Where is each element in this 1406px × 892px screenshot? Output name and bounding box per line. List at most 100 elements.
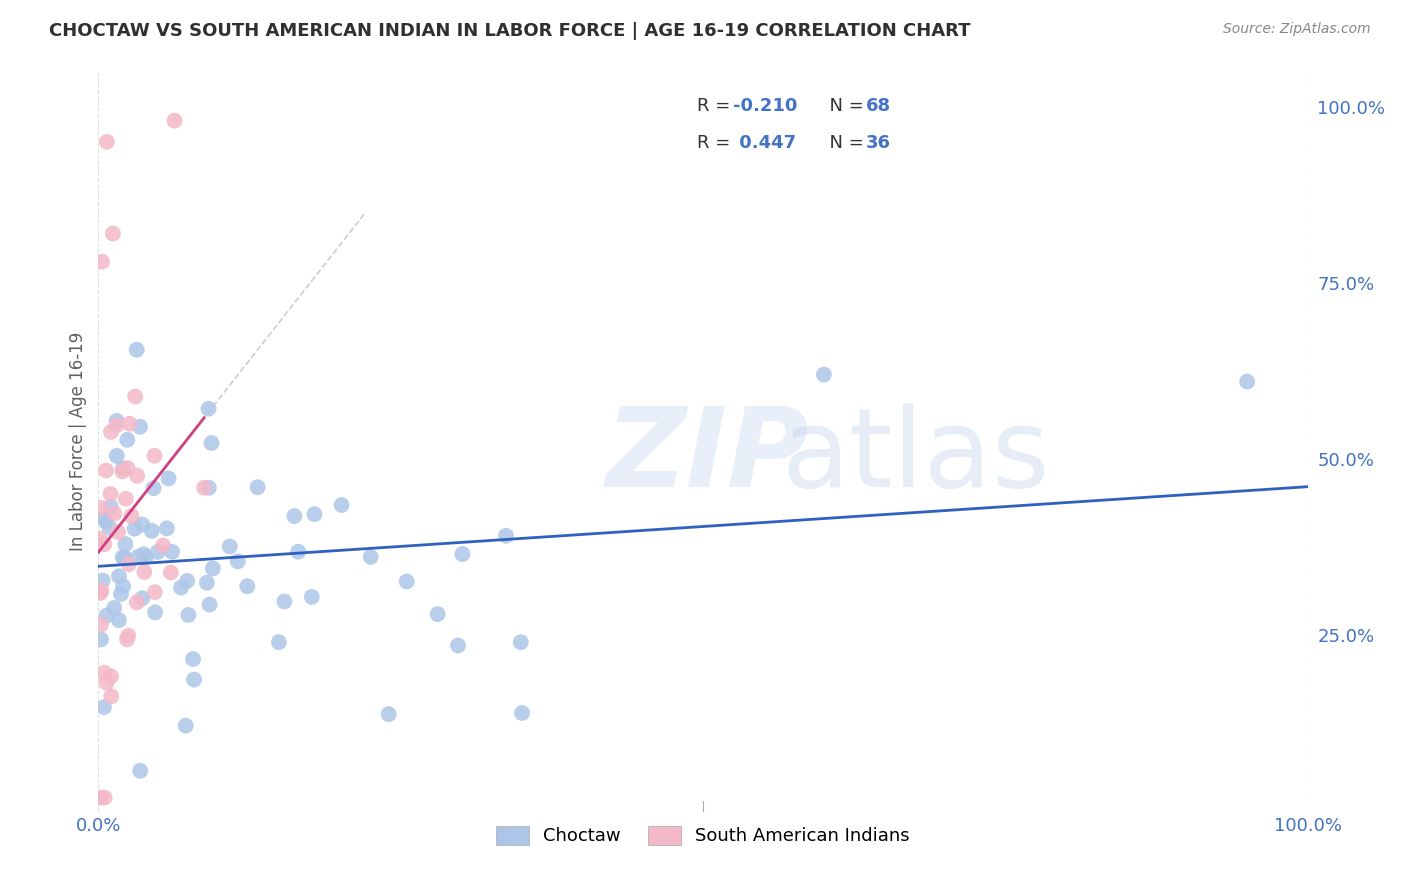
Point (127, 549, 149, 564)
Point (813, 368, 835, 382)
Point (218, 540, 240, 554)
Point (157, 471, 180, 485)
Point (103, 601, 125, 615)
Point (146, 545, 169, 559)
Point (183, 673, 205, 687)
Point (330, 498, 353, 512)
Point (201, 561, 224, 575)
Text: R =: R = (697, 97, 735, 115)
Point (111, 550, 134, 565)
Text: -0.210: -0.210 (734, 97, 797, 115)
Point (94, 464, 117, 478)
Point (112, 579, 135, 593)
Point (105, 449, 128, 463)
Point (125, 595, 148, 609)
Point (135, 550, 157, 565)
Point (510, 706, 533, 720)
Point (89, 532, 111, 546)
Point (129, 419, 152, 434)
Point (117, 433, 139, 447)
Point (100, 487, 122, 501)
Point (90, 632, 112, 647)
Point (115, 632, 138, 647)
Point (91, 254, 114, 268)
Point (96, 675, 118, 690)
Text: atlas: atlas (782, 403, 1050, 510)
Point (198, 481, 221, 495)
Point (273, 594, 295, 608)
Point (246, 480, 269, 494)
Point (163, 113, 186, 128)
Point (110, 587, 132, 601)
Point (89, 586, 111, 600)
Point (118, 558, 141, 572)
Point (111, 461, 134, 475)
Point (89, 500, 111, 515)
Point (134, 565, 156, 579)
Text: Source: ZipAtlas.com: Source: ZipAtlas.com (1223, 22, 1371, 37)
Point (156, 521, 179, 535)
Point (124, 390, 146, 404)
Text: N =: N = (818, 97, 869, 115)
Point (177, 607, 200, 622)
Point (142, 481, 165, 495)
Point (226, 554, 249, 568)
Point (426, 607, 449, 621)
Point (101, 227, 124, 241)
Point (304, 507, 326, 521)
Point (98, 521, 121, 535)
Text: N =: N = (818, 135, 869, 153)
Point (301, 590, 323, 604)
Point (90, 790, 112, 805)
Point (283, 509, 305, 524)
Point (193, 481, 215, 495)
Point (91, 574, 114, 588)
Point (1236, 375, 1258, 389)
Point (90, 617, 112, 632)
Point (160, 545, 183, 559)
Point (108, 569, 131, 583)
Point (129, 764, 152, 778)
Point (267, 635, 290, 649)
Point (143, 449, 166, 463)
Legend: Choctaw, South American Indians: Choctaw, South American Indians (488, 817, 918, 855)
Point (176, 574, 198, 588)
Point (96, 135, 118, 149)
Point (124, 522, 146, 536)
Point (287, 544, 309, 558)
Point (451, 547, 474, 561)
Point (100, 690, 122, 704)
Point (127, 468, 149, 483)
Point (114, 550, 136, 565)
Text: R =: R = (697, 135, 735, 153)
Point (105, 418, 128, 433)
Point (377, 707, 399, 722)
Point (174, 718, 197, 732)
Point (152, 539, 174, 553)
Text: 36: 36 (866, 135, 891, 153)
Point (198, 598, 221, 612)
Point (143, 606, 166, 620)
Point (131, 591, 153, 606)
Text: ZIP: ZIP (606, 403, 810, 510)
Point (125, 343, 148, 357)
Point (360, 549, 382, 564)
Point (105, 414, 128, 428)
Point (103, 507, 125, 521)
Point (117, 461, 139, 475)
Point (143, 585, 166, 599)
Point (93, 512, 115, 526)
Point (93, 537, 115, 551)
Point (100, 425, 122, 439)
Point (93, 790, 115, 805)
Point (141, 524, 163, 538)
Point (108, 613, 131, 627)
Point (236, 579, 259, 593)
Point (96, 608, 118, 623)
Point (100, 669, 122, 683)
Y-axis label: In Labor Force | Age 16-19: In Labor Force | Age 16-19 (69, 332, 87, 551)
Point (200, 436, 222, 450)
Point (107, 525, 129, 540)
Point (93, 700, 115, 714)
Point (117, 629, 139, 643)
